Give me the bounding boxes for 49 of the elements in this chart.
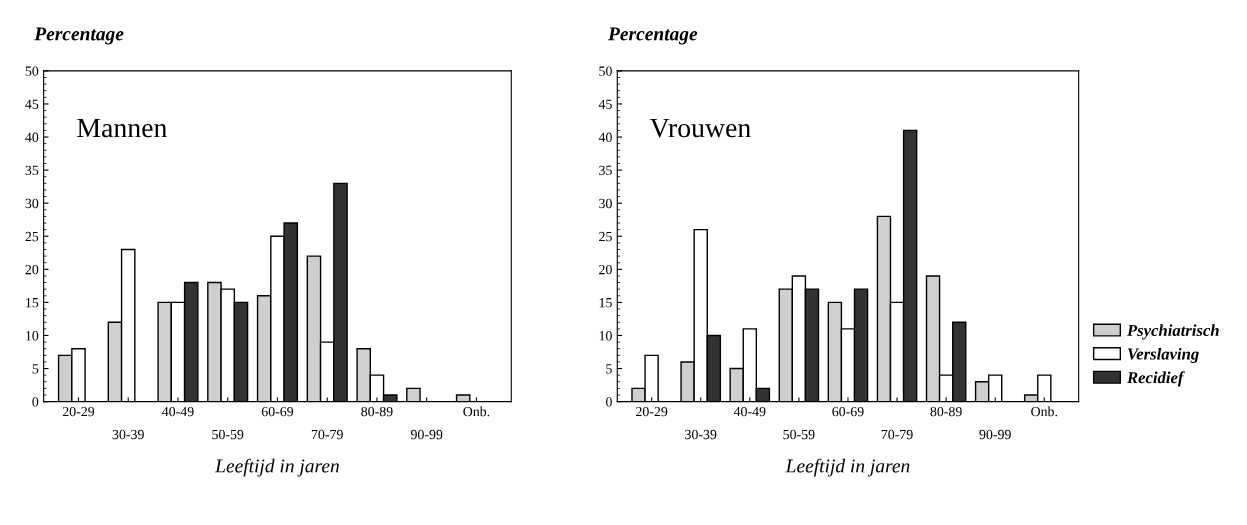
x-tick-label: 80-89 bbox=[361, 406, 393, 417]
x-tick-label: 20-29 bbox=[636, 406, 668, 417]
legend-label: Psychiatrisch bbox=[1126, 324, 1219, 340]
x-tick-label: 40-49 bbox=[733, 406, 766, 417]
text: Mannen bbox=[77, 118, 167, 138]
y-tick-label: 10 bbox=[599, 331, 612, 341]
x-tick-label: 50-59 bbox=[783, 429, 815, 440]
y-tick-label: 25 bbox=[599, 231, 612, 242]
y-tick-label: 45 bbox=[25, 99, 39, 109]
y-tick-label: 15 bbox=[599, 298, 612, 308]
legend-label: Recidief bbox=[1126, 371, 1185, 387]
x-tick-label: Onb. bbox=[463, 406, 490, 417]
y-tick-label: 40 bbox=[598, 132, 612, 142]
y-tick-label: 35 bbox=[599, 165, 612, 176]
x-tick-label: 90-99 bbox=[410, 429, 443, 440]
x-axis-title: Leeftijd in jaren bbox=[785, 458, 910, 477]
y-tick-label: 45 bbox=[598, 99, 612, 109]
y-tick-label: 5 bbox=[606, 364, 612, 374]
y-tick-label: 5 bbox=[32, 364, 39, 374]
y-axis-title: Percentage bbox=[34, 27, 124, 45]
x-tick-label: 80-89 bbox=[930, 406, 962, 417]
x-tick-label: 30-39 bbox=[112, 429, 144, 440]
x-tick-label: 50-59 bbox=[212, 429, 244, 440]
x-tick-label: Onb. bbox=[1031, 406, 1058, 417]
y-tick-label: 20 bbox=[25, 264, 39, 275]
y-tick-label: 0 bbox=[605, 397, 612, 407]
x-tick-label: 60-69 bbox=[832, 406, 864, 417]
y-tick-label: 50 bbox=[25, 66, 39, 76]
x-tick-label: 30-39 bbox=[685, 429, 717, 440]
y-tick-label: 20 bbox=[599, 264, 612, 275]
x-tick-label: 70-79 bbox=[881, 429, 913, 440]
y-tick-label: 35 bbox=[25, 165, 39, 176]
y-axis-title: Percentage bbox=[608, 27, 698, 45]
legend-label: Verslaving bbox=[1127, 347, 1199, 364]
y-tick-label: 25 bbox=[25, 231, 39, 242]
x-tick-label: 70-79 bbox=[311, 429, 343, 440]
y-tick-label: 15 bbox=[26, 298, 39, 308]
x-axis-title: Leeftijd in jaren bbox=[214, 458, 339, 477]
y-tick-label: 30 bbox=[25, 198, 39, 209]
y-tick-label: 30 bbox=[599, 198, 612, 209]
x-tick-label: 20-29 bbox=[62, 406, 95, 417]
y-tick-label: 50 bbox=[599, 66, 612, 76]
y-tick-label: 0 bbox=[32, 397, 39, 407]
text: Vrouwen bbox=[649, 118, 751, 138]
x-tick-label: 90-99 bbox=[979, 429, 1011, 440]
x-tick-label: 60-69 bbox=[261, 406, 294, 417]
x-tick-label: 40-49 bbox=[162, 406, 194, 417]
y-tick-label: 10 bbox=[26, 331, 39, 341]
y-tick-label: 40 bbox=[25, 132, 39, 142]
